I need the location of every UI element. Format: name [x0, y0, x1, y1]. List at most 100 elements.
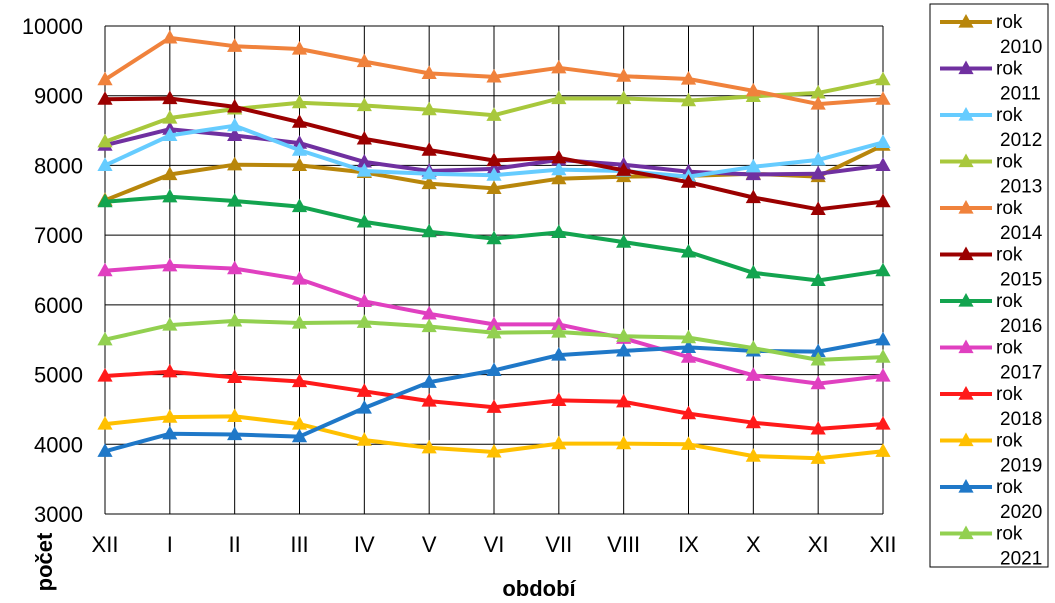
- x-tick-label: X: [746, 532, 761, 557]
- y-tick-label: 3000: [34, 502, 83, 527]
- data-point: [486, 316, 502, 330]
- legend-label-line1: rok: [996, 338, 1023, 359]
- data-point: [875, 262, 891, 277]
- legend-label-line1: rok: [996, 59, 1023, 80]
- legend-item: rok 2019: [940, 431, 1042, 477]
- data-point: [97, 443, 113, 457]
- data-point: [227, 192, 243, 207]
- x-tick-label: XI: [808, 532, 829, 557]
- legend-label-line1: rok: [996, 524, 1023, 545]
- legend-item: rok 2016: [940, 291, 1042, 337]
- legend-item: rok 2020: [940, 477, 1042, 523]
- data-point: [421, 142, 437, 156]
- data-point: [421, 223, 437, 238]
- data-point: [810, 420, 826, 435]
- data-point: [227, 117, 243, 132]
- legend-swatch-marker: [958, 339, 974, 354]
- data-point: [810, 96, 826, 110]
- data-point: [97, 367, 113, 382]
- data-point: [356, 163, 372, 177]
- data-point: [421, 393, 437, 407]
- data-point: [875, 157, 891, 172]
- data-point: [745, 340, 761, 354]
- data-point: [745, 189, 761, 204]
- data-point: [291, 271, 308, 285]
- data-point: [486, 399, 502, 413]
- data-point: [162, 29, 178, 44]
- data-point: [680, 329, 697, 344]
- data-point: [421, 101, 437, 116]
- legend-label-line2: 2014: [1000, 223, 1043, 244]
- data-point: [291, 428, 308, 443]
- x-tick-label: II: [229, 532, 241, 557]
- data-point: [486, 107, 502, 121]
- data-point: [810, 343, 826, 358]
- legend-item: rok 2014: [940, 198, 1043, 244]
- data-point: [356, 213, 372, 228]
- data-point: [356, 293, 372, 307]
- data-point: [745, 264, 761, 279]
- series-8: [97, 257, 891, 390]
- data-point: [486, 324, 502, 339]
- data-point: [486, 362, 502, 376]
- data-point: [810, 450, 826, 464]
- data-point: [227, 426, 243, 441]
- x-tick-label: I: [167, 532, 173, 557]
- data-point: [810, 84, 826, 99]
- data-point: [486, 230, 502, 245]
- y-tick-label: 9000: [34, 84, 83, 109]
- legend-swatch-marker: [958, 479, 974, 493]
- data-point: [875, 91, 891, 105]
- data-point: [291, 198, 308, 213]
- x-tick-label: V: [422, 532, 437, 557]
- data-point: [810, 272, 826, 287]
- data-point: [745, 166, 761, 181]
- legend-label-line2: 2021: [1000, 549, 1042, 570]
- legend-item: rok 2011: [940, 59, 1041, 105]
- x-axis-title: období: [502, 576, 576, 601]
- data-point: [875, 134, 891, 149]
- data-point: [680, 405, 697, 420]
- data-point: [356, 432, 372, 446]
- legend-swatch-marker: [958, 14, 974, 28]
- data-point: [486, 443, 502, 458]
- data-point: [162, 425, 178, 440]
- legend-item: rok 2012: [940, 105, 1042, 151]
- data-point: [162, 317, 178, 331]
- data-point: [745, 82, 761, 97]
- data-point: [291, 114, 308, 128]
- data-point: [745, 158, 761, 173]
- data-point: [551, 324, 567, 338]
- legend-label-line1: rok: [996, 384, 1023, 405]
- data-point: [745, 414, 761, 429]
- data-point: [421, 175, 437, 190]
- data-point: [421, 374, 437, 388]
- data-point: [356, 97, 372, 112]
- data-point: [486, 152, 502, 167]
- data-point: [616, 90, 632, 105]
- series-10: [97, 408, 891, 464]
- y-tick-label: 6000: [34, 293, 83, 318]
- legend-swatch-marker: [958, 525, 974, 540]
- legend-label-line1: rok: [996, 105, 1023, 126]
- data-point: [680, 243, 697, 258]
- data-point: [356, 53, 372, 68]
- data-point: [291, 157, 308, 172]
- data-point: [227, 38, 243, 52]
- data-point: [810, 351, 826, 366]
- legend-label-line2: 2016: [1000, 316, 1042, 337]
- data-point: [227, 127, 243, 142]
- data-point: [97, 416, 113, 430]
- legend-label-line2: 2011: [1000, 84, 1041, 105]
- data-point: [551, 392, 567, 406]
- data-point: [616, 328, 632, 342]
- data-point: [356, 400, 372, 414]
- data-point: [875, 193, 891, 208]
- data-point: [810, 201, 826, 215]
- legend-label-line2: 2012: [1000, 130, 1042, 151]
- series-3: [97, 117, 891, 183]
- data-point: [745, 448, 761, 462]
- legend-label-line1: rok: [996, 152, 1023, 173]
- data-point: [227, 408, 243, 422]
